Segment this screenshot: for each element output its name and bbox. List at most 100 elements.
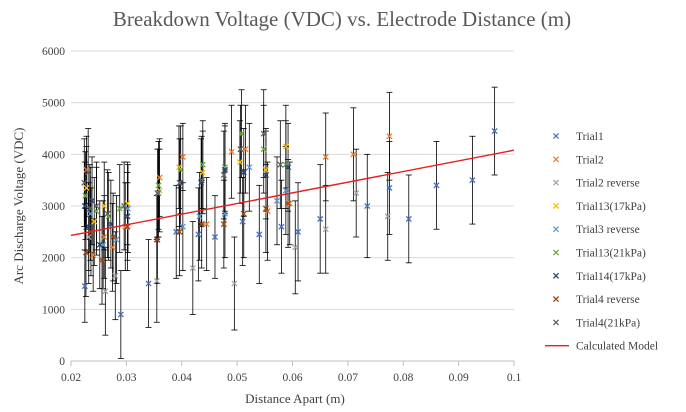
legend-item: Calculated Model [545,341,658,353]
data-point [384,213,391,220]
data-point [278,223,285,230]
data-point [246,164,253,171]
data-point [90,252,97,259]
data-point [322,153,329,160]
data-point [196,213,203,220]
legend-item: Trial4(21kPa) [552,317,640,329]
legend-item: Trial3 reverse [552,224,640,236]
data-point [237,146,244,153]
legend-item: Trial13(21kPa) [552,248,646,260]
data-point [262,205,269,212]
y-tick-label: 3000 [42,201,65,213]
data-point [93,208,100,215]
data-markers [81,128,498,318]
data-point [176,228,183,235]
x-tick-label: 0.07 [338,372,358,384]
data-point [155,182,162,189]
legend-label: Trial3 reverse [576,224,640,236]
data-point [110,233,117,241]
data-point [491,128,498,135]
data-point [273,197,281,204]
data-point [211,233,219,241]
data-point [231,280,238,287]
data-point [220,221,227,228]
data-point [82,192,89,199]
y-tick-labels: 0 1000 2000 3000 4000 5000 6000 [42,46,65,368]
data-point [145,280,152,287]
axes [70,360,515,366]
data-point [155,190,162,197]
data-point [121,202,128,210]
legend-label: Calculated Model [576,341,658,353]
data-point [238,130,245,137]
data-point [98,257,106,264]
data-point [469,177,476,184]
legend-label: Trial4 reverse [576,294,640,306]
data-point [153,236,160,243]
data-point [177,166,184,173]
data-point [285,164,292,171]
x-tick-label: 0.02 [61,372,81,384]
data-point [112,272,119,279]
data-point [177,179,184,186]
data-point [286,200,293,207]
x-axis-title: Distance Apart (m) [245,391,345,406]
data-point [96,241,103,248]
model-line-group [70,149,515,237]
data-point [109,244,116,251]
data-point [85,233,92,241]
legend-item: Trial13(17kPa) [552,201,646,213]
data-point [285,200,292,207]
data-point [260,130,267,137]
data-point [292,244,299,251]
data-point [86,205,93,212]
data-point [199,161,206,168]
model-line [70,149,515,237]
x-tick-labels: 0.02 0.03 0.04 0.05 0.06 0.07 0.08 0.09 0.1 [61,372,522,384]
data-point [87,210,94,217]
y-tick-label: 6000 [42,46,65,58]
data-point [260,146,267,153]
data-point [405,215,412,222]
legend-label: Trial2 [576,154,604,166]
data-point [107,221,114,228]
data-point [81,202,88,210]
data-point [81,179,88,186]
legend-item: Trial1 [552,131,604,143]
chart-title: Breakdown Voltage (VDC) vs. Electrode Di… [113,7,571,31]
data-point [239,218,246,225]
data-point [242,146,249,153]
y-tick-label: 1000 [42,304,65,316]
data-point [116,205,123,212]
gridlines [71,50,514,310]
data-point [189,264,196,272]
data-point [386,184,393,191]
data-point [282,187,289,194]
data-point [386,133,393,140]
legend-label: Trial13(17kPa) [576,201,646,213]
data-point [88,197,96,204]
data-point [256,231,263,238]
data-point [102,288,109,295]
legend-label: Trial1 [576,131,604,143]
x-tick-label: 0.06 [282,372,302,384]
data-point [364,202,371,210]
legend-label: Trial14(17kPa) [576,271,646,283]
data-point [240,169,247,176]
data-point [221,166,229,173]
data-point [176,179,183,186]
data-point [198,221,205,228]
legend-item: Trial2 [552,154,604,166]
data-point [104,210,111,217]
data-point [195,231,202,238]
data-point [350,151,357,158]
data-point [203,221,210,228]
y-tick-label: 2000 [42,253,65,265]
data-point [153,277,160,284]
x-tick-label: 0.08 [393,372,413,384]
legend-label: Trial4(21kPa) [576,317,640,329]
data-point [353,190,360,197]
data-point [124,205,132,212]
x-tick-label: 0.04 [172,372,192,384]
